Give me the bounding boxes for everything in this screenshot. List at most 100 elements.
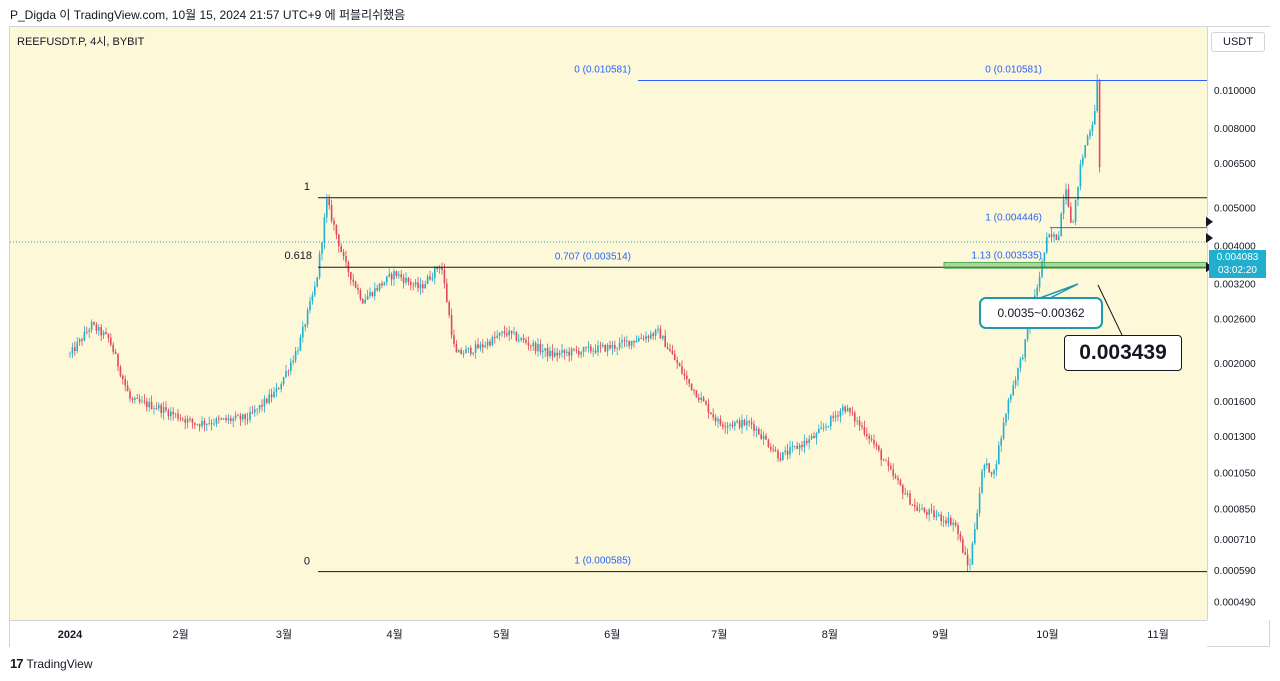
candle-body [494, 336, 496, 338]
candle-body [542, 350, 544, 353]
candle-body [1046, 236, 1048, 253]
candle-body [218, 418, 220, 420]
candle-body [532, 343, 534, 347]
candle-body [124, 379, 126, 386]
price-scale[interactable] [1207, 27, 1270, 620]
zone-callout: 0.0035~0.00362 [979, 297, 1103, 329]
price-tick-label: 0.005000 [1214, 204, 1256, 215]
candle-body [258, 404, 261, 409]
candle-body [402, 277, 405, 283]
price-tick-label: 0.002600 [1214, 315, 1256, 326]
candle-body [606, 345, 609, 352]
candle-body [676, 360, 678, 364]
candle-body [618, 342, 621, 348]
candle-body [107, 333, 110, 338]
candle-body [412, 284, 414, 286]
price-tick-label: 0.001050 [1214, 468, 1256, 479]
candle-body [282, 377, 285, 385]
candle-body [489, 341, 491, 346]
candle-body [556, 352, 558, 356]
candle-body [486, 341, 489, 346]
candle-body [916, 506, 918, 511]
candle-body [537, 344, 539, 352]
candle-body [366, 295, 369, 300]
candle-body [460, 349, 462, 355]
candle-body [722, 424, 724, 427]
candle-body [472, 352, 474, 354]
candle-body [1072, 221, 1074, 223]
candle-body [429, 276, 431, 280]
candle-body [626, 340, 628, 342]
candle-body [162, 407, 165, 413]
candle-body [738, 420, 741, 428]
candle-body [357, 287, 359, 290]
candle-body [640, 338, 642, 340]
candle-body [386, 276, 388, 283]
candle-body [292, 360, 294, 363]
fib-level-label: 0 [304, 556, 310, 568]
candle-body [294, 351, 297, 361]
candle-body [762, 435, 765, 440]
candle-body [731, 424, 734, 427]
candle-body [678, 363, 681, 367]
currency-button[interactable]: USDT [1211, 32, 1265, 52]
candle-body [69, 353, 71, 355]
candle-body [573, 348, 575, 350]
price-tick-label: 0.003200 [1214, 279, 1256, 290]
candle-body [290, 362, 292, 372]
candle-body [362, 299, 364, 304]
candle-body [1007, 399, 1010, 414]
fib-level-label: 1 [304, 181, 310, 193]
candle-body [870, 438, 873, 440]
candle-body [342, 251, 345, 256]
candle-body [213, 423, 215, 425]
candle-body [234, 415, 237, 419]
candle-body [616, 347, 618, 349]
candle-body [906, 493, 909, 495]
candle-body [726, 425, 729, 428]
time-scale[interactable] [10, 620, 1207, 647]
candle-body [510, 330, 513, 334]
candle-body [954, 522, 957, 526]
candle-body [820, 427, 822, 429]
candle-body [522, 338, 525, 341]
candle-body [1026, 327, 1029, 340]
candle-body [443, 269, 446, 284]
candle-body [945, 520, 947, 524]
candle-body [796, 445, 798, 449]
candle-body [316, 277, 318, 287]
candle-body [630, 340, 633, 346]
candle-body [414, 282, 417, 285]
candle-body [976, 512, 978, 530]
symbol-title[interactable]: REEFUSDT.P, 4시, BYBIT [17, 36, 145, 48]
candle-body [198, 424, 201, 427]
candle-body [710, 412, 712, 415]
candle-body [813, 435, 815, 439]
candle-body [410, 281, 412, 285]
candle-body [470, 347, 472, 354]
candle-body [143, 400, 146, 402]
candle-body [854, 412, 856, 422]
candle-body [657, 328, 659, 330]
tradingview-logo[interactable]: 17 TradingView [10, 656, 93, 671]
candle-body [102, 332, 105, 336]
candle-body [237, 415, 239, 417]
candle-body [266, 398, 268, 403]
candle-body [988, 463, 990, 473]
candle-body [186, 418, 189, 423]
candle-body [491, 336, 494, 346]
current-price-tag: 0.004083 03:02:20 [1209, 250, 1266, 278]
candle-body [957, 525, 959, 534]
candle-body [750, 422, 753, 425]
candle-body [791, 446, 794, 448]
candle-body [714, 417, 717, 422]
candle-body [700, 397, 702, 400]
candle-body [1094, 111, 1096, 125]
candle-body [971, 543, 974, 565]
bar-countdown: 03:02:20 [1218, 265, 1257, 276]
candle-body [352, 279, 354, 282]
candle-body [875, 444, 878, 447]
candle-body [868, 435, 870, 439]
candle-body [100, 327, 102, 336]
candle-body [395, 271, 398, 276]
